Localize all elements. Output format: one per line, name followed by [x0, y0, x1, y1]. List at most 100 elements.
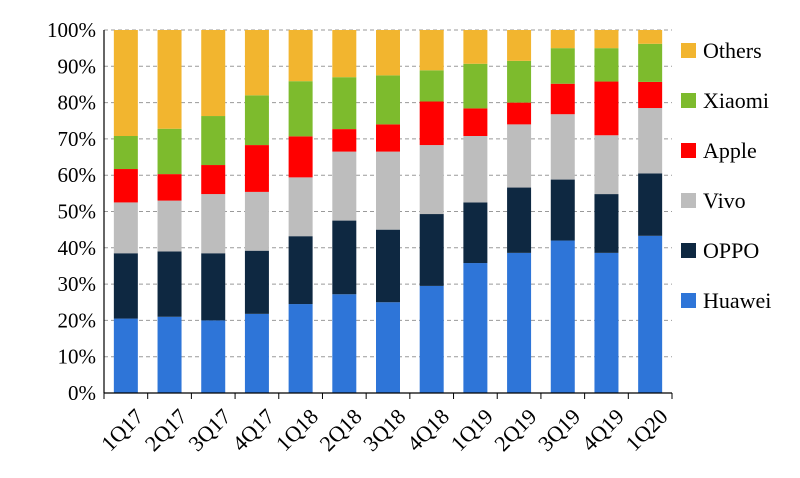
x-tick-label: 3Q19 — [533, 404, 585, 456]
bar-segment-oppo — [201, 253, 226, 321]
bar-segment-others — [463, 30, 488, 64]
bar-segment-others — [201, 30, 226, 117]
bar-segment-huawei — [244, 313, 269, 393]
bar-segment-others — [113, 30, 138, 136]
x-tick-label: 1Q18 — [271, 404, 323, 456]
legend-swatch — [681, 143, 696, 158]
bar-segment-vivo — [419, 145, 444, 215]
bar-segment-oppo — [113, 253, 138, 319]
bar-segment-huawei — [332, 294, 357, 393]
bar-segment-huawei — [638, 235, 663, 393]
bar-segment-xiaomi — [201, 116, 226, 166]
bar-segment-huawei — [288, 304, 313, 393]
bar-segment-apple — [332, 129, 357, 152]
y-tick-label: 0% — [68, 381, 96, 405]
bar-segment-others — [550, 30, 575, 49]
bar-segment-vivo — [550, 114, 575, 180]
bar-segment-apple — [376, 124, 400, 152]
bar-segment-oppo — [638, 173, 663, 236]
legend-swatch — [681, 93, 696, 108]
bar-segment-huawei — [507, 252, 532, 393]
bar-segment-oppo — [507, 187, 532, 253]
x-tick-label: 4Q18 — [402, 404, 454, 456]
bar-segment-others — [288, 30, 313, 82]
y-tick-label: 60% — [58, 163, 97, 187]
bar-segment-huawei — [201, 320, 226, 393]
x-tick-label: 3Q18 — [358, 404, 410, 456]
legend-label: Others — [703, 38, 762, 63]
bar-segment-others — [157, 30, 182, 129]
bar-segment-apple — [550, 83, 575, 115]
x-tick-label: 1Q17 — [96, 404, 148, 456]
bar-segment-huawei — [419, 285, 444, 393]
bar-segment-vivo — [201, 194, 226, 254]
legend-item-xiaomi: Xiaomi — [681, 88, 769, 113]
legend-label: Huawei — [703, 288, 771, 313]
y-tick-label: 10% — [58, 345, 97, 369]
bar-segment-oppo — [594, 194, 619, 253]
legend-swatch — [681, 193, 696, 208]
bar-segment-others — [507, 30, 532, 61]
bar-segment-xiaomi — [113, 135, 138, 170]
bar-segment-apple — [201, 165, 226, 195]
bar-segment-xiaomi — [507, 60, 532, 103]
bar-segment-xiaomi — [376, 75, 400, 125]
bar-segment-apple — [507, 102, 532, 125]
bar-segment-vivo — [463, 135, 488, 203]
y-tick-label: 70% — [58, 127, 97, 151]
bar-segment-apple — [157, 174, 182, 201]
bar-segment-apple — [244, 145, 269, 192]
bar-segment-huawei — [550, 240, 575, 393]
legend-item-vivo: Vivo — [681, 188, 746, 213]
bar-segment-others — [594, 30, 619, 49]
legend-label: Apple — [703, 138, 757, 163]
axes: 0%10%20%30%40%50%60%70%80%90%100%1Q172Q1… — [47, 18, 673, 456]
x-tick-label: 4Q17 — [227, 404, 279, 456]
bar-segment-xiaomi — [463, 63, 488, 109]
bar-segment-others — [244, 30, 269, 96]
y-tick-label: 40% — [58, 236, 97, 260]
legend-item-oppo: OPPO — [681, 238, 759, 263]
y-tick-label: 90% — [58, 54, 97, 78]
bar-segment-huawei — [157, 316, 182, 393]
bar-segment-vivo — [594, 135, 619, 195]
bar-segment-vivo — [638, 108, 663, 174]
bar-segment-xiaomi — [419, 70, 444, 102]
bar-segment-vivo — [507, 124, 532, 188]
bar-segment-oppo — [376, 229, 400, 303]
bar-segment-oppo — [332, 220, 357, 295]
y-tick-label: 50% — [58, 200, 97, 224]
legend-label: Vivo — [703, 188, 746, 213]
bar-segment-xiaomi — [550, 48, 575, 84]
bar-segment-oppo — [288, 236, 313, 305]
bar-segment-apple — [463, 108, 488, 136]
legend: Others Xiaomi Apple Vivo OPPO Huawei — [681, 38, 771, 313]
bar-segment-xiaomi — [638, 43, 663, 82]
bar-segment-xiaomi — [244, 95, 269, 146]
x-tick-label: 1Q19 — [446, 404, 498, 456]
legend-item-others: Others — [681, 38, 762, 63]
bar-segment-others — [376, 30, 400, 76]
y-tick-label: 100% — [47, 18, 96, 42]
legend-label: OPPO — [703, 238, 759, 263]
bar-segment-xiaomi — [288, 81, 313, 137]
bar-segment-apple — [594, 81, 619, 136]
bar-segment-oppo — [419, 214, 444, 286]
x-tick-label: 1Q20 — [620, 404, 672, 456]
legend-swatch — [681, 243, 696, 258]
x-tick-label: 2Q18 — [314, 404, 366, 456]
bar-segment-vivo — [332, 151, 357, 221]
bar-segment-xiaomi — [157, 128, 182, 175]
bar-segment-vivo — [288, 177, 313, 237]
bar-segment-huawei — [113, 318, 138, 393]
bar-segment-apple — [638, 81, 663, 109]
bars — [113, 30, 663, 393]
bar-segment-vivo — [376, 151, 400, 230]
bar-segment-huawei — [594, 252, 619, 393]
x-tick-label: 3Q17 — [183, 404, 235, 456]
bar-segment-huawei — [463, 263, 488, 393]
bar-segment-vivo — [113, 202, 138, 254]
bar-segment-apple — [419, 101, 444, 146]
